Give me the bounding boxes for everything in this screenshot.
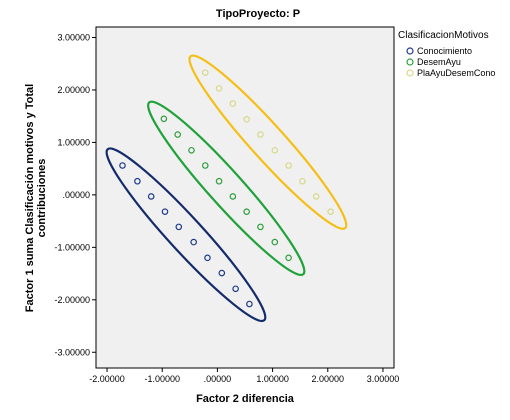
- point-plaayudesemcono: [257, 131, 264, 138]
- plot-area: [95, 26, 395, 369]
- point-conocimiento: [175, 223, 183, 231]
- point-desemayu: [215, 177, 223, 185]
- legend-marker: [406, 47, 414, 55]
- point-conocimiento: [204, 254, 211, 262]
- legend-label: Conocimiento: [417, 46, 472, 56]
- point-plaayudesemcono: [215, 85, 223, 92]
- y-tick-label: -1.00000: [54, 242, 90, 252]
- point-conocimiento: [134, 177, 141, 185]
- y-tick-label: 1.00000: [57, 137, 90, 147]
- point-plaayudesemcono: [312, 193, 320, 200]
- point-plaayudesemcono: [285, 162, 292, 169]
- ellipse-plaayudesemcono: [188, 54, 348, 230]
- legend-label: DesemAyu: [417, 57, 461, 67]
- point-conocimiento: [246, 300, 253, 308]
- point-desemayu: [285, 254, 292, 262]
- legend-marker: [406, 69, 414, 77]
- point-plaayudesemcono: [243, 116, 250, 123]
- confidence-ellipses: [105, 54, 348, 323]
- point-plaayudesemcono: [271, 146, 279, 154]
- x-tick-label: 3.00000: [367, 374, 400, 384]
- point-conocimiento: [232, 285, 239, 293]
- x-tick-label: -2.00000: [89, 374, 125, 384]
- y-tick-label: 2.00000: [57, 85, 90, 95]
- x-axis-label: Factor 2 diferencia: [196, 393, 295, 405]
- y-tick-label: 3.00000: [57, 32, 90, 42]
- y-axis-ticks: 3.00000 2.00000 1.00000 .00000 -1.00000 -2.00…: [54, 32, 96, 357]
- point-desemayu: [229, 193, 237, 200]
- x-axis-ticks: -2.00000 -1.00000 .00000 1.00000 2.00000 3.00…: [89, 368, 399, 384]
- legend-marker: [406, 58, 414, 66]
- y-tick-label: -3.00000: [54, 347, 90, 357]
- y-axis-label-line-2: contribuciones: [36, 159, 48, 238]
- legend-label: PlaAyuDesemCono: [417, 68, 495, 78]
- point-desemayu: [160, 115, 168, 123]
- y-axis-label: Factor 1 suma Clasificación motivos y To…: [24, 84, 48, 312]
- point-conocimiento: [161, 208, 169, 215]
- ellipse-conocimiento: [105, 147, 267, 323]
- point-desemayu: [201, 162, 209, 169]
- x-tick-label: 2.00000: [312, 374, 345, 384]
- point-plaayudesemcono: [201, 69, 209, 76]
- point-desemayu: [243, 208, 250, 215]
- point-plaayudesemcono: [327, 208, 334, 215]
- point-conocimiento: [190, 238, 197, 246]
- y-axis-label-line-1: Factor 1 suma Clasificación motivos y To…: [24, 84, 36, 312]
- point-plaayudesemcono: [229, 100, 237, 107]
- x-tick-label: 1.00000: [256, 374, 289, 384]
- point-desemayu: [174, 131, 181, 138]
- point-desemayu: [257, 223, 264, 231]
- point-conocimiento: [119, 162, 126, 169]
- legend-title: ClasificacionMotivos: [398, 30, 489, 41]
- chart-title: TipoProyecto: P: [216, 8, 300, 20]
- point-conocimiento: [147, 193, 155, 200]
- y-tick-label: -2.00000: [54, 295, 90, 305]
- point-desemayu: [271, 238, 279, 246]
- y-tick-label: .00000: [62, 190, 90, 200]
- point-conocimiento: [218, 269, 226, 277]
- point-plaayudesemcono: [299, 177, 306, 185]
- x-tick-label: .00000: [204, 374, 232, 384]
- point-desemayu: [188, 146, 195, 154]
- ellipse-desemayu: [147, 100, 306, 277]
- data-points: [119, 69, 334, 308]
- x-tick-label: -1.00000: [144, 374, 180, 384]
